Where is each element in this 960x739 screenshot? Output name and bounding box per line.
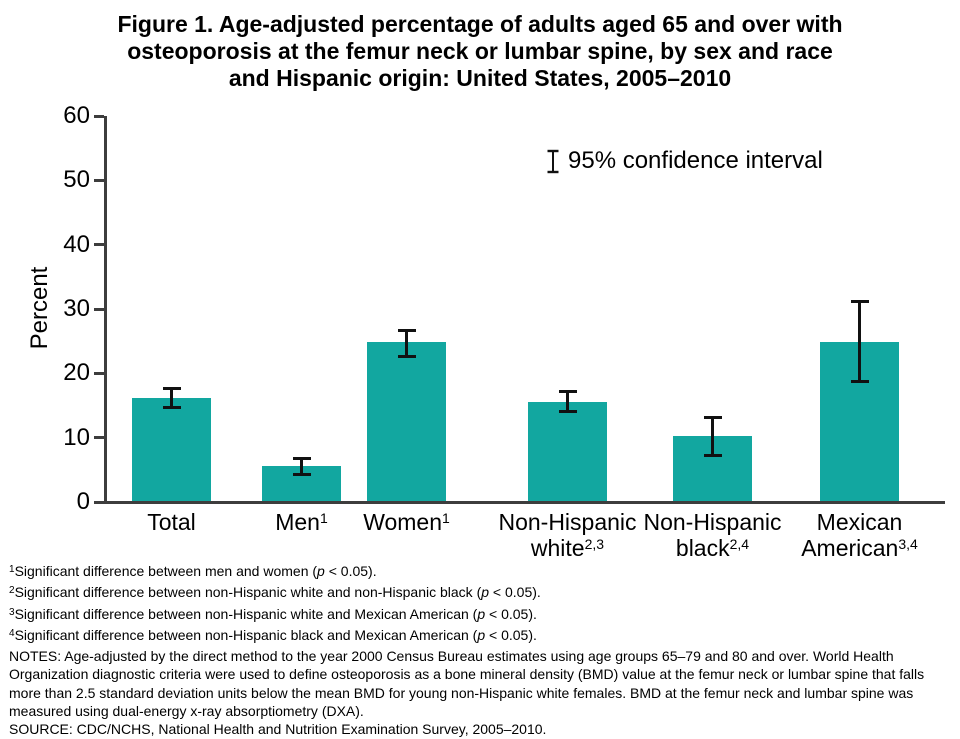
error-bar	[566, 392, 569, 412]
error-bar-cap-bottom	[704, 454, 722, 457]
error-bar-cap-bottom	[293, 473, 311, 476]
footnote-line: 4Significant difference between non-Hisp…	[9, 626, 950, 647]
error-bar-cap-top	[293, 457, 311, 460]
y-axis-tick	[94, 436, 104, 439]
footnote-marker: 1	[9, 564, 15, 575]
bar-women	[367, 342, 446, 501]
y-axis-tick	[94, 179, 104, 182]
footnote-line: 1Significant difference between men and …	[9, 562, 950, 583]
y-axis-tick	[94, 115, 104, 118]
error-bar-cap-bottom	[851, 380, 869, 383]
x-axis-line	[104, 501, 945, 504]
error-bar-cap-top	[398, 329, 416, 332]
footnote-marker: 3	[9, 607, 15, 618]
y-axis-tick	[94, 308, 104, 311]
error-bar-cap-top	[704, 416, 722, 419]
y-axis-line	[104, 116, 107, 504]
bar-non-hispanic-white	[528, 402, 607, 501]
error-bar	[711, 417, 714, 456]
category-label-line: Mexican	[730, 509, 960, 535]
error-bar-cap-top	[851, 300, 869, 303]
error-bar	[170, 389, 173, 408]
error-bar-cap-top	[559, 390, 577, 393]
fine-print-block: 1Significant difference between men and …	[9, 562, 950, 739]
legend: 95% confidence interval	[547, 147, 823, 175]
y-axis-tick-label: 30	[20, 295, 90, 323]
footnote-line: 3Significant difference between non-Hisp…	[9, 605, 950, 626]
error-bar-cap-bottom	[398, 355, 416, 358]
error-bar	[405, 330, 408, 356]
y-axis-tick-label: 60	[20, 102, 90, 130]
y-axis-tick-label: 10	[20, 424, 90, 452]
footnote-line: 2Significant difference between non-Hisp…	[9, 583, 950, 604]
y-axis-tick-label: 20	[20, 359, 90, 387]
category-label-line: American3,4	[730, 535, 960, 564]
footnotes: 1Significant difference between men and …	[9, 562, 950, 647]
footnote-marker: 2	[9, 585, 15, 596]
error-bar	[858, 302, 861, 382]
bar-total	[132, 398, 211, 501]
chart-notes: NOTES: Age-adjusted by the direct method…	[9, 647, 950, 720]
y-axis-tick-label: 40	[20, 231, 90, 259]
footnote-marker: 4	[9, 628, 15, 639]
y-axis-tick-label: 50	[20, 166, 90, 194]
error-bar-cap-bottom	[559, 410, 577, 413]
ci-errorbar-icon	[547, 149, 559, 174]
y-axis-tick	[94, 243, 104, 246]
chart-source: SOURCE: CDC/NCHS, National Health and Nu…	[9, 720, 950, 738]
legend-label: 95% confidence interval	[568, 147, 823, 175]
y-axis-tick	[94, 372, 104, 375]
footnote-marker: 3,4	[898, 536, 917, 552]
y-axis-tick	[94, 501, 104, 504]
error-bar-cap-bottom	[163, 406, 181, 409]
error-bar-cap-top	[163, 387, 181, 390]
